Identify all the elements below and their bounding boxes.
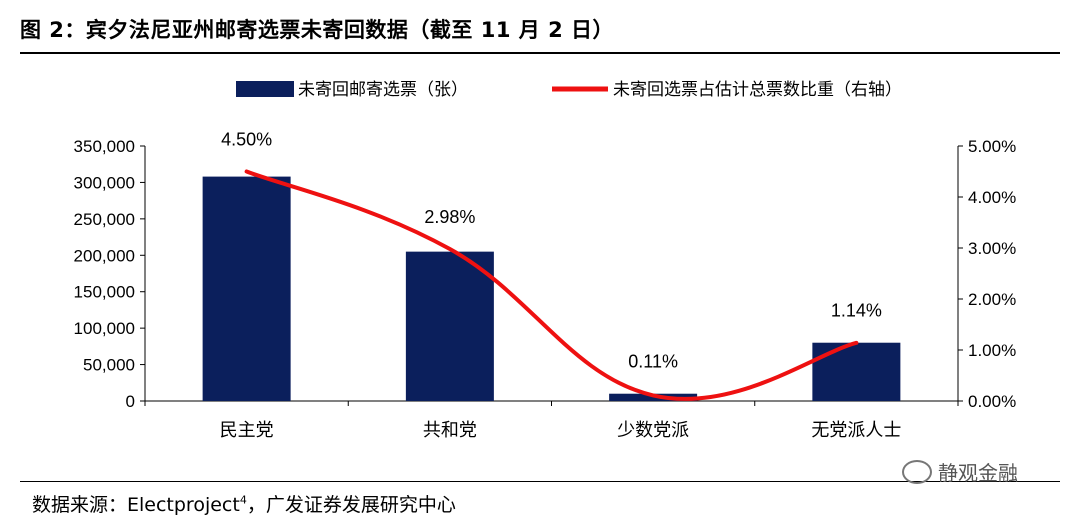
left-tick-label: 250,000 (74, 210, 135, 229)
right-tick-label: 5.00% (968, 137, 1016, 156)
bar (202, 176, 291, 401)
legend-bar-swatch (236, 81, 294, 97)
source-suffix: ，广发证券发展研究中心 (246, 494, 456, 516)
bar (812, 342, 901, 401)
footer-rule (20, 481, 1060, 482)
data-label: 4.50% (221, 130, 272, 150)
wechat-logo-icon (902, 459, 932, 484)
left-tick-label: 350,000 (74, 137, 135, 156)
right-tick-label: 4.00% (968, 188, 1016, 207)
watermark-text: 静观金融 (938, 461, 1018, 485)
data-label: 1.14% (831, 301, 882, 321)
figure-title: 图 2：宾夕法尼亚州邮寄选票未寄回数据（截至 11 月 2 日） (20, 18, 615, 42)
left-tick-label: 0 (126, 392, 135, 411)
x-tick-label: 少数党派 (617, 420, 689, 441)
legend-line-label: 未寄回选票占估计总票数比重（右轴） (613, 80, 902, 100)
title-rule (20, 52, 1060, 54)
left-tick-label: 50,000 (83, 356, 135, 375)
x-tick-label: 无党派人士 (811, 420, 901, 441)
source-prefix: 数据来源：Electproject (32, 494, 240, 516)
source-footnote: 4 (239, 493, 247, 507)
left-tick-label: 150,000 (74, 283, 135, 302)
right-tick-label: 1.00% (968, 341, 1016, 360)
x-tick-label: 共和党 (423, 420, 477, 441)
left-tick-label: 200,000 (74, 246, 135, 265)
series-line (244, 169, 859, 401)
chart: 未寄回邮寄选票（张） 未寄回选票占估计总票数比重（右轴） 0 50,000 100,00… (74, 80, 1017, 441)
bar (405, 251, 494, 401)
data-label: 2.98% (424, 207, 475, 227)
left-tick-label: 300,000 (74, 173, 135, 192)
source-note: 数据来源：Electproject4，广发证券发展研究中心 (32, 490, 456, 517)
right-tick-label: 3.00% (968, 239, 1016, 258)
x-tick-label: 民主党 (220, 420, 274, 441)
data-label: 0.11% (628, 352, 678, 372)
legend-bar-label: 未寄回邮寄选票（张） (298, 80, 468, 100)
right-tick-label: 0.00% (968, 392, 1016, 411)
left-tick-label: 100,000 (74, 319, 135, 338)
watermark: 静观金融 (902, 457, 1018, 486)
right-tick-label: 2.00% (968, 290, 1016, 309)
